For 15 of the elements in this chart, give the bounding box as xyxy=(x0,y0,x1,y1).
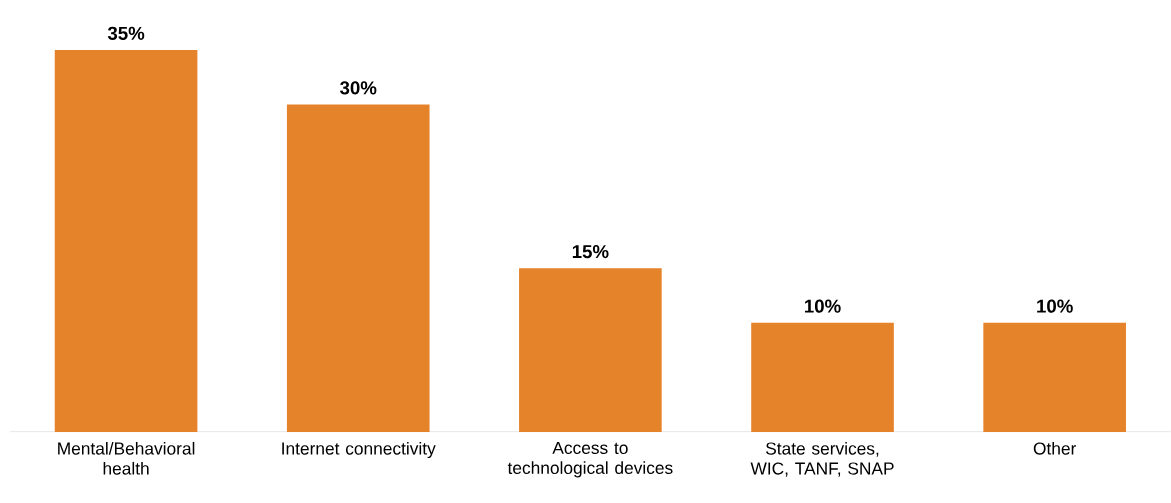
bar xyxy=(983,322,1126,432)
data-label: 15% xyxy=(572,245,609,259)
data-label: 30% xyxy=(339,81,377,95)
x-tick-label: Access to technological devices xyxy=(507,442,673,478)
bar xyxy=(54,50,198,432)
x-tick-label: Other xyxy=(1033,441,1077,455)
bar xyxy=(519,268,662,432)
data-label: 35% xyxy=(107,26,145,40)
bar xyxy=(751,322,894,432)
data-label: 10% xyxy=(1037,299,1073,313)
x-tick-label: Internet connectivity xyxy=(282,441,436,459)
x-tick-label: Mental/Behavioral health xyxy=(58,441,195,475)
x-tick-label: State services, WIC, TANF, SNAP xyxy=(750,441,894,477)
bar xyxy=(286,104,430,432)
data-label: 10% xyxy=(805,299,841,313)
